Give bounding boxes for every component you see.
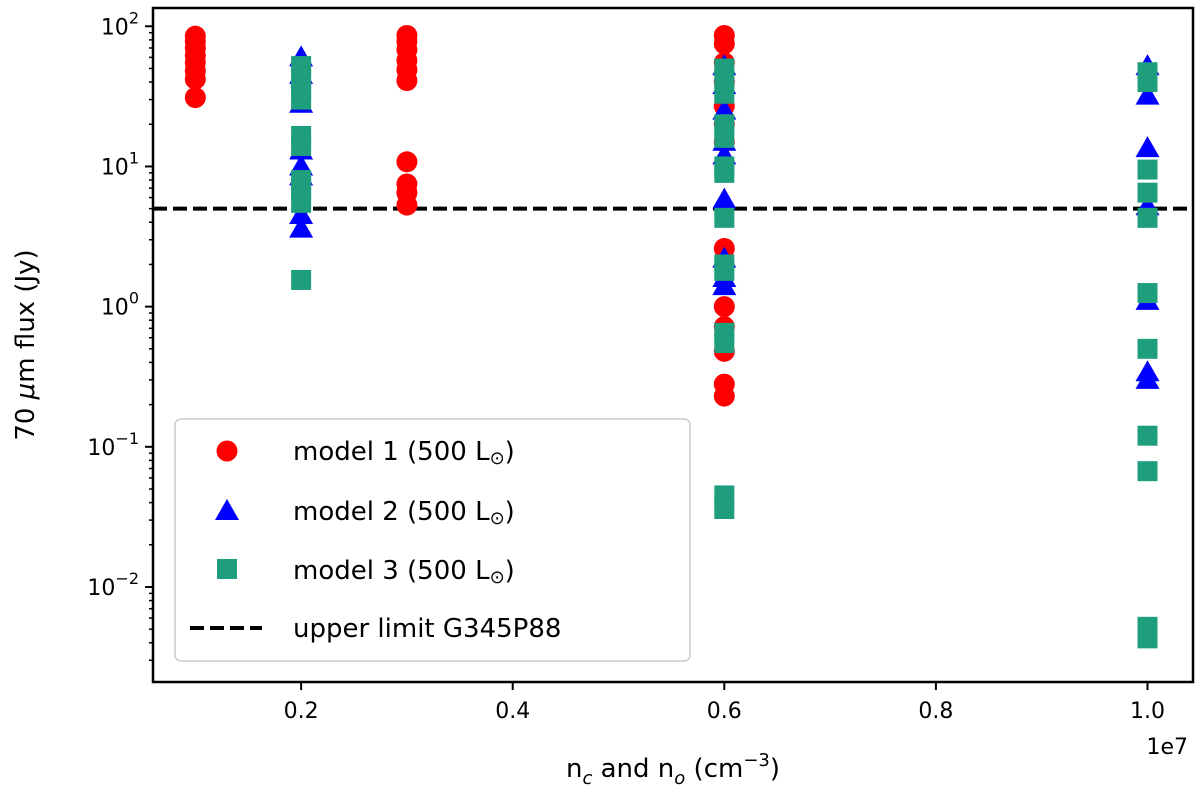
legend-close-3: ) — [505, 556, 515, 586]
x-axis-label-unit-close: ) — [770, 754, 780, 784]
x-axis-label-unit-exp: −3 — [743, 750, 770, 771]
legend-marker-model-1 — [216, 440, 238, 462]
model-3-point — [1137, 283, 1158, 304]
y-tick-label: 100 — [101, 289, 139, 321]
model-2-point — [289, 203, 314, 225]
y-axis-label-mu: μ — [11, 383, 41, 401]
legend-label-upper-limit: upper limit G345P88 — [293, 614, 561, 644]
model-2-point — [712, 274, 737, 296]
model-3-point — [1137, 72, 1158, 93]
model-3-point — [291, 269, 312, 290]
x-axis-label-sub2: o — [674, 768, 685, 789]
x-offset-label: 1e7 — [1146, 735, 1188, 760]
legend-label-model-3-text: model 3 (500 L — [293, 556, 490, 586]
legend: model 1 (500 L⊙) model 2 (500 L⊙) model … — [174, 418, 691, 662]
model-1-point — [396, 194, 418, 216]
legend-label-model-2: model 2 (500 L⊙) — [293, 497, 515, 529]
x-tick-label: 1.0 — [1130, 699, 1165, 724]
x-tick-label: 0.2 — [284, 699, 319, 724]
legend-label-model-1: model 1 (500 L⊙) — [293, 437, 515, 469]
model-1-point — [713, 385, 735, 407]
legend-sun-3: ⊙ — [490, 567, 505, 588]
y-axis-label: 70 μm flux (Jy) — [11, 249, 41, 440]
data-layer — [153, 24, 1193, 649]
model-3-point — [1137, 159, 1158, 180]
y-tick-label: 101 — [101, 148, 139, 180]
model-1-point — [184, 87, 206, 109]
model-2-point — [1135, 367, 1160, 389]
legend-label-model-1-text: model 1 (500 L — [293, 437, 490, 467]
model-1-point — [713, 33, 735, 55]
model-1-point — [713, 296, 735, 318]
model-3-point — [714, 207, 735, 228]
model-2-point — [289, 216, 314, 238]
x-axis-label-mid: and n — [592, 754, 674, 784]
model-1-point — [184, 68, 206, 90]
y-tick-label: 10−2 — [87, 569, 139, 601]
model-3-point — [714, 127, 735, 148]
x-axis-label: nc and no (cm−3) — [566, 750, 780, 789]
model-3-point — [291, 135, 312, 156]
model-3-point — [291, 192, 312, 213]
x-tick-label: 0.8 — [918, 699, 953, 724]
x-tick-label: 0.4 — [495, 699, 530, 724]
model-3-point — [1137, 338, 1158, 359]
model-3-point — [1137, 425, 1158, 446]
legend-close-1: ) — [505, 437, 515, 467]
y-axis-label-post: m flux (Jy) — [11, 249, 41, 382]
model-2-point — [1135, 136, 1160, 158]
model-3-point — [1137, 461, 1158, 482]
legend-label-model-3: model 3 (500 L⊙) — [293, 556, 515, 588]
model-3-point — [1137, 628, 1158, 649]
model-3-point — [714, 333, 735, 354]
series-square-group — [291, 56, 1158, 649]
model-3-point — [1137, 207, 1158, 228]
model-1-point — [396, 70, 418, 92]
legend-marker-model-2 — [215, 499, 239, 520]
y-tick-label: 10−1 — [87, 429, 139, 461]
model-2-point — [712, 187, 737, 209]
model-3-point — [291, 89, 312, 110]
legend-sun-1: ⊙ — [490, 448, 505, 469]
legend-sun-2: ⊙ — [490, 508, 505, 529]
model-3-point — [714, 83, 735, 104]
model-3-point — [1137, 182, 1158, 203]
legend-box — [174, 418, 691, 662]
model-3-point — [714, 162, 735, 183]
y-axis-label-pre: 70 — [11, 399, 41, 440]
model-1-point — [396, 151, 418, 173]
x-axis-label-main: n — [566, 754, 582, 784]
x-tick-label: 0.6 — [707, 699, 742, 724]
legend-close-2: ) — [505, 497, 515, 527]
y-tick-label: 102 — [101, 8, 139, 40]
model-2-point — [1135, 83, 1160, 105]
plot-frame — [151, 6, 1195, 684]
legend-marker-model-3 — [217, 559, 237, 579]
x-axis-label-unit-open: (cm — [685, 754, 743, 784]
legend-label-model-2-text: model 2 (500 L — [293, 497, 490, 527]
x-axis-label-sub1: c — [582, 768, 592, 789]
tick-layer: 0.2 0.4 0.6 0.8 1.0 10−2 10−1 100 101 102 — [87, 8, 1165, 724]
model-3-point — [714, 499, 735, 520]
model-3-point — [714, 260, 735, 281]
